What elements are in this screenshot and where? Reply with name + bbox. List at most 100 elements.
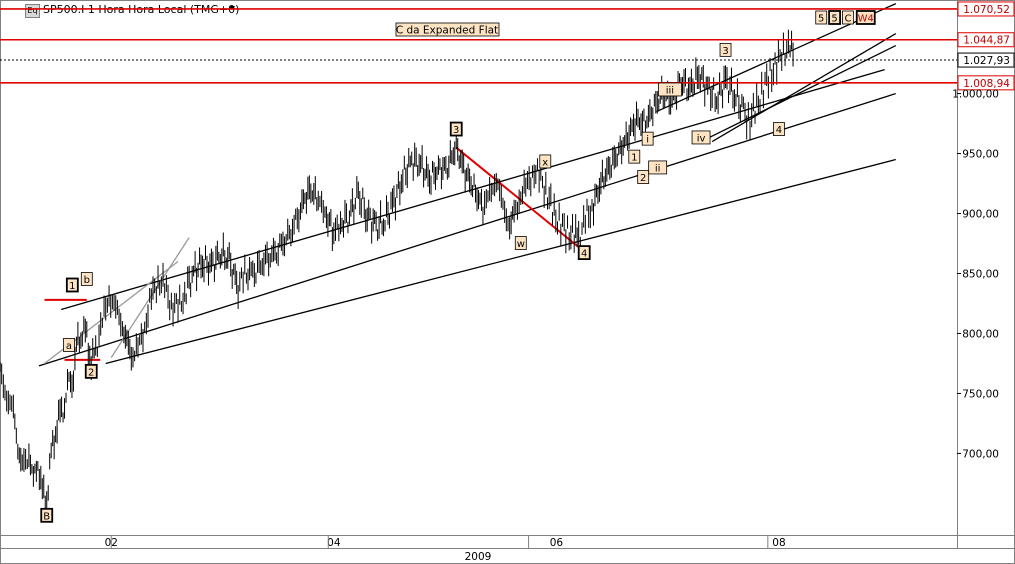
- wave-label-text: B: [43, 511, 50, 522]
- wave-label: B: [40, 507, 54, 523]
- axes: 700,00 750,00 800,00 850,00 900,00 950,00 1.00…: [105, 89, 999, 563]
- wave-label-box: [719, 42, 732, 57]
- wave-label-text: W4: [858, 13, 874, 24]
- wave-label: b: [80, 272, 93, 286]
- chevron-down-icon[interactable]: [229, 6, 235, 10]
- annotation-box-text: C da Expanded Flat: [396, 25, 498, 37]
- wave-label: w: [514, 236, 527, 250]
- wave-label-text: 2: [88, 367, 94, 378]
- wave-label: x: [539, 154, 552, 169]
- wave-label-box: [658, 82, 682, 97]
- wave-label: 5: [828, 10, 841, 25]
- wave-label: a: [63, 338, 75, 352]
- wave-label: C: [842, 10, 854, 25]
- x-tick-label: 04: [327, 537, 341, 549]
- price-level-tag-bg: [957, 75, 1015, 91]
- wave-label-box: [842, 10, 854, 25]
- wave-labels: C da Expanded FlatB1ba23xw41i2iiiiiiv345…: [40, 10, 876, 523]
- wave-label-text: 4: [776, 125, 782, 136]
- wave-label-box: [691, 130, 711, 145]
- wave-label: 1: [628, 149, 641, 164]
- y-tick-label: 800,00: [962, 328, 999, 340]
- wave-label-box: [828, 10, 841, 25]
- wave-label-text: 2: [640, 173, 646, 184]
- wave-label-box: [84, 363, 98, 379]
- y-tick-label: 900,00: [962, 209, 999, 221]
- wave-label-box: [449, 121, 463, 137]
- wave-label-box: [577, 245, 591, 261]
- price-level-tag: 1.027,93: [957, 52, 1015, 68]
- price-level-tag-bg: [957, 52, 1015, 68]
- price-level-tag: 1.070,52: [957, 1, 1015, 17]
- wave-label-box: [773, 122, 785, 136]
- wave-label-box: [637, 170, 650, 184]
- y-tick-label: 950,00: [962, 149, 999, 161]
- wave-label-box: [80, 272, 93, 286]
- wave-label-text: iii: [666, 85, 674, 96]
- price-level-label: 1.044,87: [963, 35, 1010, 47]
- wave-label-box: [539, 154, 552, 169]
- wave-label: iv: [691, 130, 711, 145]
- wave-label-box: [641, 131, 654, 146]
- y-tick-label: 700,00: [962, 448, 999, 460]
- price-level-label: 1.070,52: [963, 4, 1010, 16]
- wave-label-box: [63, 338, 75, 352]
- wave-label-text: b: [84, 275, 90, 286]
- trendline: [105, 158, 896, 365]
- price-level-label: 1.008,94: [963, 78, 1010, 90]
- wave-label-text: ii: [655, 163, 661, 174]
- wave-label: 4: [773, 122, 785, 136]
- wave-label-box: [648, 160, 668, 175]
- wave-label: 4: [577, 245, 591, 261]
- wave-label-text: w: [517, 239, 525, 250]
- y-tick-label: 850,00: [962, 268, 999, 280]
- wave-label-text: 1: [69, 281, 75, 292]
- wave-label: 2: [84, 363, 98, 379]
- wave-label: iii: [658, 82, 682, 97]
- trendline: [110, 237, 190, 358]
- y-tick-label: 1.000,00: [952, 89, 999, 101]
- price-level-tag: 1.044,87: [957, 32, 1015, 48]
- wave-label-box: [855, 10, 876, 25]
- wave-label-box: [628, 149, 641, 164]
- symbol-icon[interactable]: Eq: [25, 4, 40, 18]
- wave-label: 5: [815, 10, 828, 25]
- price-series: [0, 29, 794, 515]
- trendline: [711, 33, 897, 143]
- wave-label: 3: [449, 121, 463, 137]
- wave-label: 1: [65, 277, 79, 293]
- wave-label-text: i: [646, 135, 649, 146]
- wave-label: i: [641, 131, 654, 146]
- wave-label: 2: [637, 170, 650, 184]
- annotation-box: C da Expanded Flat: [395, 22, 500, 37]
- price-level-label: 1.027,93: [963, 55, 1010, 67]
- wave-label-box: [815, 10, 828, 25]
- price-level-tag: 1.008,94: [957, 75, 1015, 91]
- trendlines: [38, 3, 897, 367]
- year-label: 2009: [465, 551, 492, 563]
- wave-label: 3: [719, 42, 732, 57]
- trendline: [38, 92, 896, 367]
- price-level-tag-bg: [957, 32, 1015, 48]
- wave-label-text: iv: [697, 133, 706, 144]
- wave-label-text: 5: [831, 13, 837, 24]
- wave-label: W4: [855, 10, 876, 25]
- wave-label-box: [65, 277, 79, 293]
- wave-label-text: 1: [631, 153, 637, 164]
- wave-label-text: C: [844, 13, 851, 24]
- wave-label-text: 4: [581, 249, 587, 260]
- annotation-box-bg: [395, 22, 500, 37]
- wave-label-box: [40, 507, 54, 523]
- x-tick-label: 08: [772, 537, 785, 549]
- y-tick-label: 750,00: [962, 388, 999, 400]
- trendline: [700, 44, 897, 143]
- trendline: [455, 146, 580, 248]
- price-levels: 1.070,52 1.044,87 1.027,93 1.008,94: [0, 1, 1015, 91]
- wave-label-text: 3: [453, 125, 459, 136]
- price-level-tag-bg: [957, 1, 1015, 17]
- wave-label-text: a: [66, 341, 72, 352]
- wave-label-text: 5: [818, 13, 824, 24]
- wave-label-text: x: [542, 157, 548, 168]
- x-tick-label: 06: [550, 537, 564, 549]
